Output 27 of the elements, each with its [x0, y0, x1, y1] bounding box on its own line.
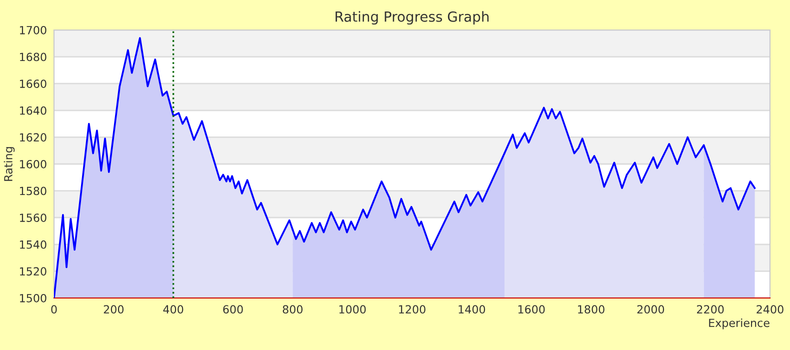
x-tick-label: 1800 — [578, 305, 604, 314]
x-tick-label: 1200 — [399, 305, 426, 314]
y-tick-label: 1660 — [20, 80, 46, 88]
x-axis-title: Experience — [709, 318, 770, 330]
y-tick-label: 1540 — [20, 240, 46, 249]
x-tick-label: 0 — [51, 305, 57, 314]
x-tick-label: 200 — [104, 305, 124, 314]
x-tick-label: 2200 — [697, 305, 724, 314]
chart-title: Rating Progress Graph — [336, 11, 489, 25]
y-tick-label: 1620 — [20, 133, 46, 142]
x-tick-label: 2400 — [756, 305, 784, 314]
y-axis-title: Rating — [4, 147, 15, 181]
x-tick-label: 2000 — [637, 305, 664, 314]
x-tick-label: 400 — [163, 305, 184, 314]
y-tick-label: 1560 — [20, 214, 46, 222]
x-tick-label: 600 — [223, 305, 243, 314]
y-tick-label: 1700 — [20, 26, 46, 34]
y-tick-label: 1600 — [20, 160, 46, 168]
y-tick-label: 1500 — [20, 294, 46, 302]
x-tick-label: 800 — [282, 305, 303, 314]
x-tick-label: 1600 — [518, 305, 545, 314]
y-tick-label: 1520 — [20, 267, 46, 276]
x-tick-label: 1400 — [458, 305, 486, 314]
y-tick-label: 1580 — [20, 186, 46, 196]
x-tick-label: 1000 — [339, 305, 366, 314]
y-tick-label: 1640 — [20, 106, 46, 115]
y-tick-label: 1680 — [20, 52, 46, 62]
